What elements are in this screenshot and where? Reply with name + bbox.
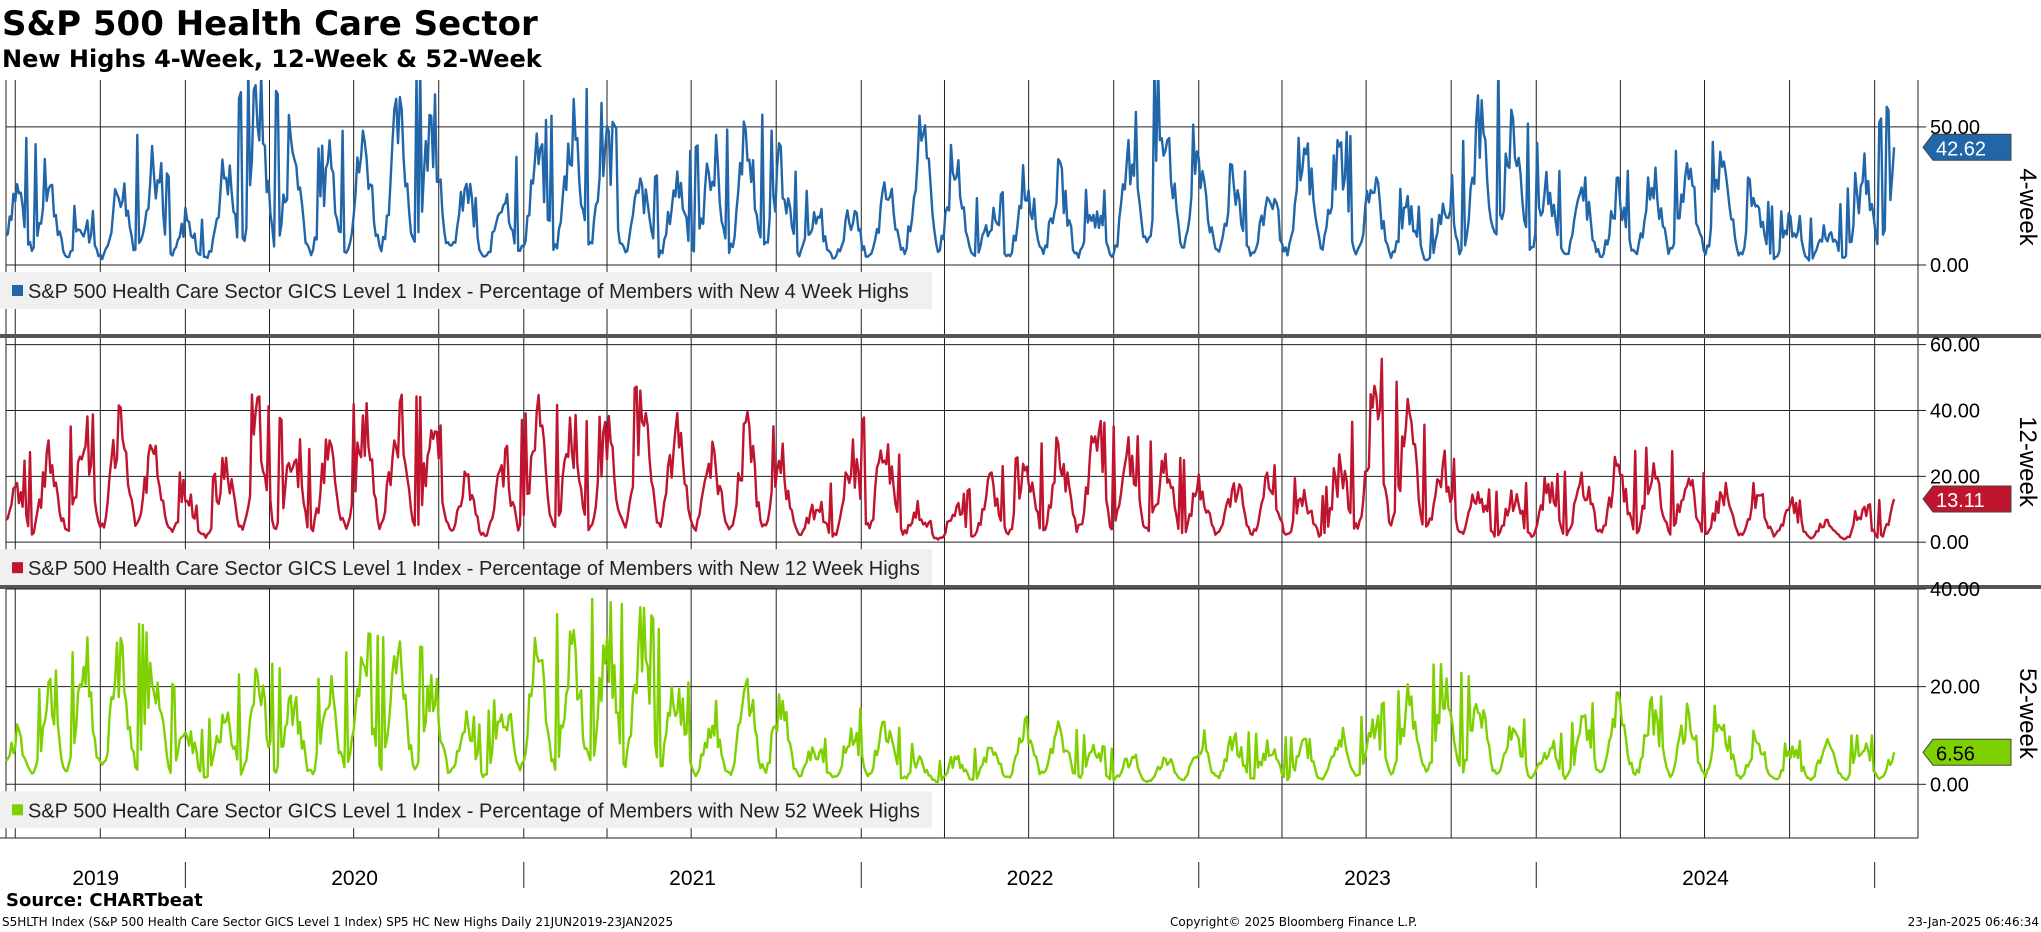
legend-label: S&P 500 Health Care Sector GICS Level 1 … — [28, 800, 920, 822]
chart-area: 0.00 50.00 S&P 500 Health Care Sector GICS… — [0, 80, 2041, 888]
last-value-tag — [1922, 738, 2012, 766]
x-year-label: 2019 — [72, 867, 119, 888]
legend-box — [0, 791, 932, 829]
y-tick-label: 0.00 — [1930, 255, 1969, 277]
footer-ticker-info: S5HLTH Index (S&P 500 Health Care Sector… — [2, 915, 674, 929]
legend-swatch — [12, 804, 23, 816]
y-tick-label: 40.00 — [1930, 579, 1980, 601]
legend-label: S&P 500 Health Care Sector GICS Level 1 … — [28, 558, 920, 580]
legend-box — [0, 549, 932, 587]
y-tick-label: 50.00 — [1930, 117, 1980, 139]
last-value-label: 13.11 — [1936, 490, 1985, 512]
source-label: Source: CHARTbeat — [6, 890, 203, 911]
y-tick-label: 40.00 — [1930, 400, 1980, 422]
x-year-label: 2020 — [331, 867, 378, 888]
y-tick-label: 20.00 — [1930, 466, 1980, 488]
y-tick-label: 0.00 — [1930, 774, 1969, 796]
legend-box — [0, 271, 932, 309]
y-tick-label: 60.00 — [1930, 335, 1980, 357]
x-year-label: 2021 — [669, 867, 716, 888]
last-value-tag — [1922, 133, 2012, 161]
x-year-label: 2024 — [1682, 867, 1729, 888]
footer-timestamp: 23-Jan-2025 06:46:34 — [1907, 915, 2039, 929]
x-year-label: 2023 — [1344, 867, 1391, 888]
series-line-4-week — [5, 80, 1896, 262]
series-line-52-week — [5, 597, 1896, 784]
last-value-tag — [1922, 485, 2012, 513]
panel-label-12-week: 12-week — [2014, 416, 2041, 508]
last-value-label: 6.56 — [1936, 743, 1975, 765]
panel-label-4-week: 4-week — [2014, 168, 2041, 246]
y-tick-label: 20.00 — [1930, 677, 1980, 699]
series-line-12-week — [5, 357, 1896, 541]
y-tick-label: 0.00 — [1930, 532, 1969, 554]
legend-swatch — [12, 284, 23, 296]
last-value-label: 42.62 — [1936, 138, 1986, 160]
x-year-label: 2022 — [1007, 867, 1054, 888]
legend-swatch — [12, 562, 23, 574]
chart-title: S&P 500 Health Care Sector — [2, 4, 538, 44]
legend-label: S&P 500 Health Care Sector GICS Level 1 … — [28, 281, 909, 303]
panel-label-52-week: 52-week — [2014, 668, 2041, 760]
chart-subtitle: New Highs 4-Week, 12-Week & 52-Week — [2, 45, 542, 73]
footer-copyright: Copyright© 2025 Bloomberg Finance L.P. — [1170, 915, 1418, 929]
